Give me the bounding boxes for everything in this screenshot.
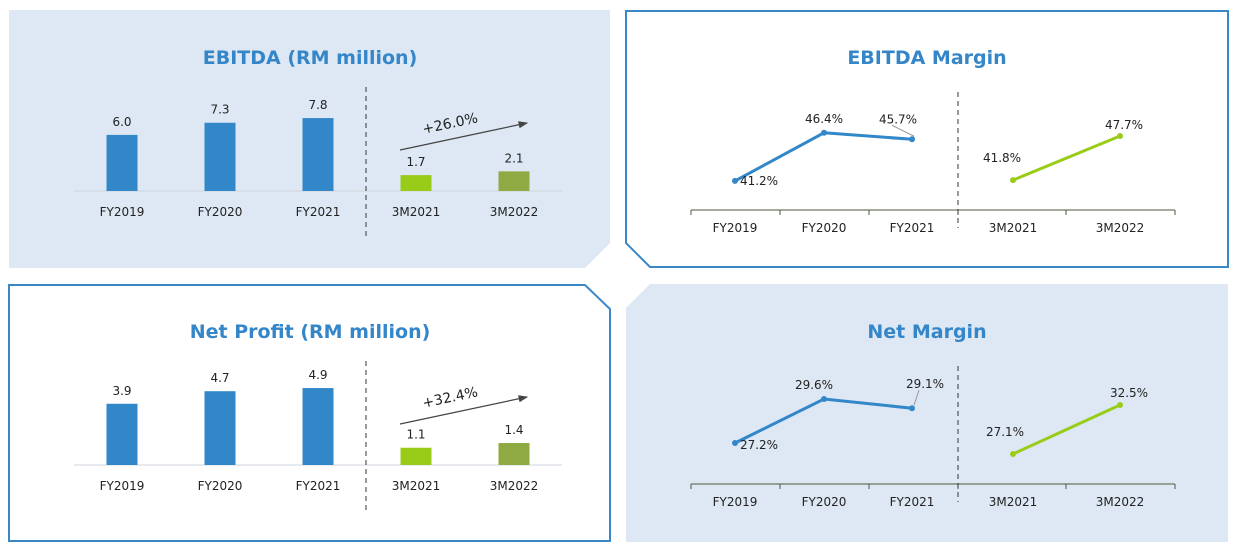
- data-label: 41.8%: [983, 151, 1021, 165]
- bar-3m2021: [400, 175, 432, 191]
- ebitda-bar-chart: 6.0 FY2019 7.3 FY2020 7.8 FY2021 1.7 3M2021 2.1 3…: [74, 87, 562, 238]
- x-tick-label: 3M2021: [392, 479, 441, 493]
- x-tick-label: FY2021: [890, 495, 935, 509]
- bar-3m2022: [498, 171, 530, 191]
- growth-arrow: [399, 121, 529, 151]
- data-label: 47.7%: [1105, 118, 1143, 132]
- bar-fy2021: [302, 118, 334, 191]
- bar-value-label: 4.7: [210, 371, 229, 385]
- x-tick-label: FY2020: [198, 479, 243, 493]
- net-margin-line-chart: FY2019 FY2020 FY2021 3M2021 3M2022 27.2% 29.6%…: [690, 366, 1176, 509]
- bar-value-label: 3.9: [112, 384, 131, 398]
- bar-3m2021: [400, 447, 432, 465]
- ebitda-margin-panel: [625, 10, 1229, 268]
- net-margin-chart-title: Net Margin: [867, 321, 986, 343]
- x-tick-label: FY2019: [100, 479, 145, 493]
- data-point: [821, 129, 827, 136]
- bar-value-label: 2.1: [504, 151, 523, 165]
- x-tick-label: FY2020: [802, 221, 847, 235]
- x-tick-label: FY2021: [296, 205, 341, 219]
- data-label: 41.2%: [740, 174, 778, 188]
- x-tick-label: FY2021: [296, 479, 341, 493]
- bar-value-label: 1.1: [406, 428, 425, 442]
- x-tick-label: 3M2022: [1096, 221, 1145, 235]
- ebitda-margin-line-chart: FY2019 FY2020 FY2021 3M2021 3M2022 41.2% 46.4%…: [690, 92, 1176, 235]
- data-point: [909, 136, 915, 143]
- ebitda-margin-chart-title: EBITDA Margin: [847, 47, 1006, 69]
- data-label: 46.4%: [805, 112, 843, 126]
- x-tick-label: 3M2022: [1096, 495, 1145, 509]
- series-line-quarter: [1012, 134, 1121, 182]
- bar-value-label: 6.0: [112, 115, 131, 129]
- data-label: 32.5%: [1110, 386, 1148, 400]
- series-line-quarter: [1012, 403, 1121, 456]
- x-tick-label: FY2019: [713, 495, 758, 509]
- x-tick-label: 3M2021: [392, 205, 441, 219]
- bar-fy2020: [204, 391, 236, 465]
- x-tick-label: 3M2021: [989, 495, 1038, 509]
- x-tick-label: FY2019: [713, 221, 758, 235]
- data-label: 29.1%: [906, 377, 944, 391]
- label-leader-line: [891, 124, 915, 137]
- bar-3m2022: [498, 443, 530, 465]
- net-margin-panel: [626, 284, 1228, 542]
- data-point: [1010, 177, 1016, 184]
- x-tick-label: 3M2021: [989, 221, 1038, 235]
- net-profit-chart-title: Net Profit (RM million): [190, 321, 431, 343]
- x-tick-label: FY2021: [890, 221, 935, 235]
- data-point: [821, 396, 827, 403]
- bar-value-label: 7.8: [308, 98, 327, 112]
- ebitda-chart-title: EBITDA (RM million): [203, 47, 418, 69]
- bar-fy2019: [106, 403, 138, 465]
- data-label: 45.7%: [879, 112, 917, 126]
- label-leader-line: [913, 390, 920, 406]
- data-point: [1117, 402, 1123, 409]
- bar-value-label: 4.9: [308, 368, 327, 382]
- data-label: 27.2%: [740, 438, 778, 452]
- bar-value-label: 1.4: [504, 423, 523, 437]
- data-point: [1010, 450, 1016, 457]
- x-tick-label: FY2019: [100, 205, 145, 219]
- data-label: 27.1%: [986, 425, 1024, 439]
- growth-arrow: [399, 395, 529, 425]
- x-tick-label: FY2020: [802, 495, 847, 509]
- x-tick-label: 3M2022: [490, 205, 539, 219]
- net-profit-bar-chart: 3.9 FY2019 4.7 FY2020 4.9 FY2021 1.1 3M2021 1.4 3…: [74, 361, 562, 512]
- data-point: [732, 439, 738, 446]
- bar-fy2021: [302, 388, 334, 465]
- data-point: [1117, 133, 1123, 140]
- bar-value-label: 7.3: [210, 103, 229, 117]
- x-tick-label: 3M2022: [490, 479, 539, 493]
- data-point: [909, 405, 915, 412]
- bar-fy2020: [204, 122, 236, 191]
- data-point: [732, 177, 738, 184]
- data-label: 29.6%: [795, 378, 833, 392]
- bar-value-label: 1.7: [406, 155, 425, 169]
- bar-fy2019: [106, 134, 138, 191]
- x-tick-label: FY2020: [198, 205, 243, 219]
